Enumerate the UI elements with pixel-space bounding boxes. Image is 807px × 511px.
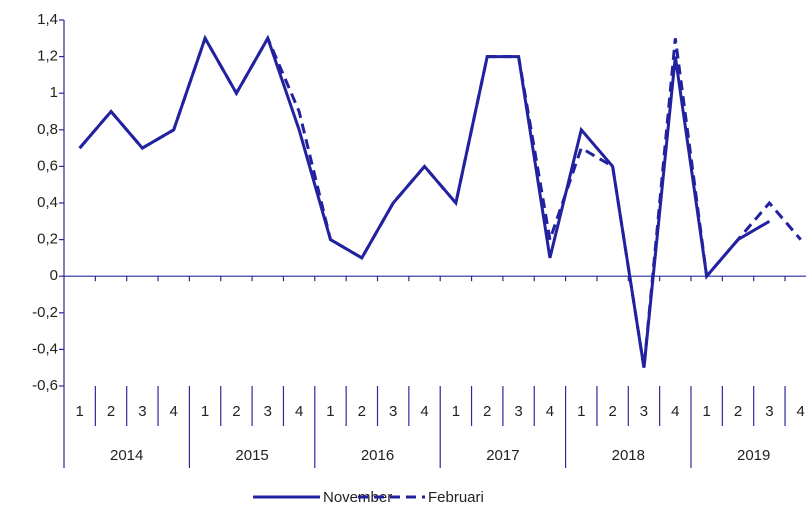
x-group-label: 2017	[486, 447, 519, 464]
x-tick-label: 3	[264, 403, 272, 420]
x-tick-label: 2	[107, 403, 115, 420]
series-line	[78, 34, 771, 368]
x-tick-label: 4	[420, 403, 428, 420]
y-tick-label: 0	[50, 267, 58, 284]
x-tick-label: 4	[671, 403, 679, 420]
y-tick-label: 1	[50, 84, 58, 101]
x-group-label: 2019	[737, 447, 770, 464]
y-tick-label: 0,8	[37, 121, 58, 138]
legend-label: Februari	[428, 489, 484, 506]
y-tick-label: 0,4	[37, 194, 58, 211]
x-tick-label: 4	[170, 403, 178, 420]
x-tick-label: 3	[389, 403, 397, 420]
x-tick-label: 1	[577, 403, 585, 420]
x-tick-label: 4	[546, 403, 554, 420]
x-group-label: 2014	[110, 447, 143, 464]
x-group-label: 2015	[235, 447, 268, 464]
legend-label: November	[323, 489, 392, 506]
y-tick-label: 0,6	[37, 157, 58, 174]
x-tick-label: 3	[514, 403, 522, 420]
y-tick-label: 1,2	[37, 48, 58, 65]
y-tick-label: 1,4	[37, 11, 58, 28]
y-tick-label: 0,2	[37, 231, 58, 248]
x-tick-label: 1	[452, 403, 460, 420]
x-tick-label: 2	[232, 403, 240, 420]
x-tick-label: 2	[608, 403, 616, 420]
x-tick-label: 4	[295, 403, 303, 420]
y-tick-label: -0,4	[32, 340, 58, 357]
x-tick-label: 1	[201, 403, 209, 420]
x-tick-label: 3	[138, 403, 146, 420]
x-tick-label: 4	[797, 403, 805, 420]
x-tick-label: 2	[358, 403, 366, 420]
x-tick-label: 2	[734, 403, 742, 420]
x-group-label: 2018	[612, 447, 645, 464]
x-tick-label: 1	[703, 403, 711, 420]
x-tick-label: 1	[326, 403, 334, 420]
x-group-label: 2016	[361, 447, 394, 464]
y-tick-label: -0,2	[32, 304, 58, 321]
x-tick-label: 2	[483, 403, 491, 420]
x-tick-label: 1	[76, 403, 84, 420]
x-tick-label: 3	[640, 403, 648, 420]
x-tick-label: 3	[765, 403, 773, 420]
y-tick-label: -0,6	[32, 377, 58, 394]
